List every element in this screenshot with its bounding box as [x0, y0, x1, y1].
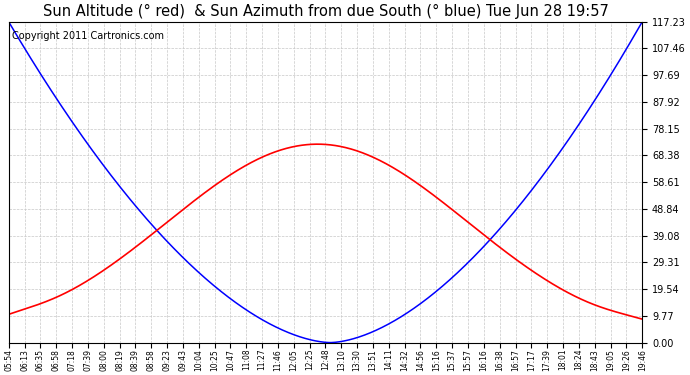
Title: Sun Altitude (° red)  & Sun Azimuth from due South (° blue) Tue Jun 28 19:57: Sun Altitude (° red) & Sun Azimuth from … [43, 4, 609, 19]
Text: Copyright 2011 Cartronics.com: Copyright 2011 Cartronics.com [12, 32, 164, 41]
